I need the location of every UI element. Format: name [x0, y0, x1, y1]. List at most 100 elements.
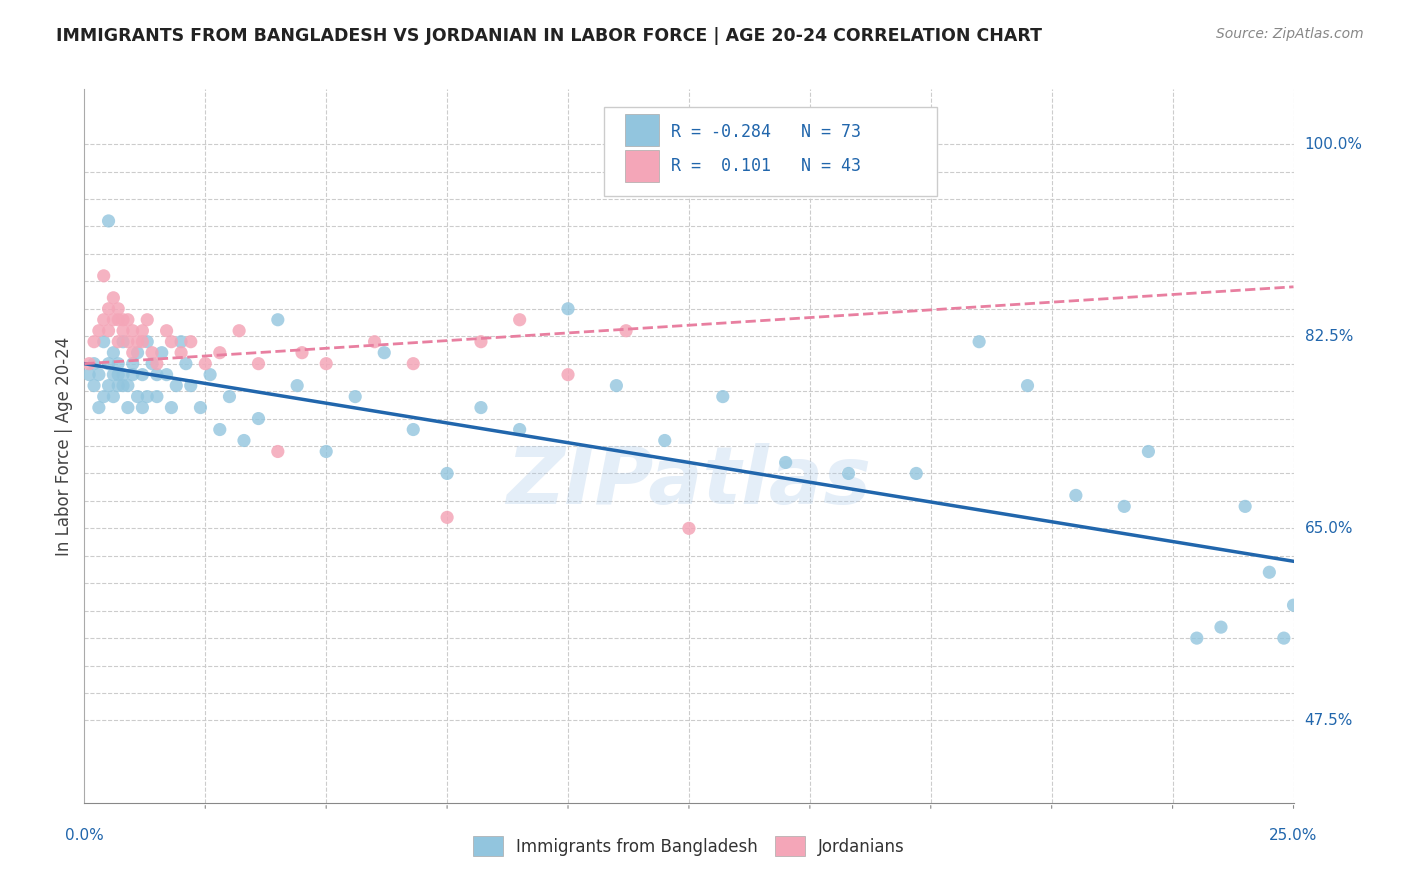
Point — [208, 345, 231, 359]
Point — [1292, 554, 1315, 568]
Point — [87, 368, 110, 382]
Point — [117, 312, 139, 326]
Point — [470, 334, 492, 349]
Point — [121, 368, 143, 382]
Point — [83, 357, 105, 371]
Point — [136, 390, 159, 404]
Point — [146, 357, 169, 371]
Point — [87, 401, 110, 415]
Point — [315, 444, 337, 458]
Point — [1137, 444, 1160, 458]
Point — [654, 434, 676, 448]
Point — [160, 401, 183, 415]
Point — [1185, 631, 1208, 645]
Point — [117, 401, 139, 415]
Point — [436, 467, 458, 481]
Point — [180, 334, 202, 349]
Point — [470, 401, 492, 415]
Point — [1272, 631, 1295, 645]
Point — [107, 368, 129, 382]
Point — [1114, 500, 1136, 514]
Point — [93, 334, 115, 349]
Point — [170, 345, 193, 359]
Point — [228, 324, 250, 338]
Point — [131, 334, 153, 349]
Text: 100.0%: 100.0% — [1305, 136, 1362, 152]
Point — [285, 378, 308, 392]
Point — [112, 378, 135, 392]
Point — [97, 324, 120, 338]
Point — [208, 423, 231, 437]
Point — [967, 334, 990, 349]
Point — [190, 401, 212, 415]
Point — [131, 324, 153, 338]
Point — [112, 368, 135, 382]
Point — [103, 345, 125, 359]
Point — [678, 521, 700, 535]
Point — [77, 368, 100, 382]
Point — [103, 291, 125, 305]
Point — [127, 390, 149, 404]
Legend: Immigrants from Bangladesh, Jordanians: Immigrants from Bangladesh, Jordanians — [467, 830, 911, 863]
Point — [509, 423, 531, 437]
Point — [557, 301, 579, 316]
Point — [1258, 566, 1281, 580]
Point — [131, 368, 153, 382]
Text: ZIPatlas: ZIPatlas — [506, 442, 872, 521]
Point — [247, 357, 270, 371]
Point — [160, 334, 183, 349]
Point — [218, 390, 240, 404]
Text: Source: ZipAtlas.com: Source: ZipAtlas.com — [1216, 27, 1364, 41]
Point — [121, 345, 143, 359]
Point — [247, 411, 270, 425]
Point — [267, 312, 290, 326]
Point — [103, 390, 125, 404]
Text: 0.0%: 0.0% — [65, 828, 104, 843]
FancyBboxPatch shape — [605, 107, 936, 196]
Text: 82.5%: 82.5% — [1305, 329, 1353, 343]
Point — [107, 357, 129, 371]
Text: R =  0.101   N = 43: R = 0.101 N = 43 — [671, 157, 860, 175]
Point — [557, 368, 579, 382]
Point — [127, 345, 149, 359]
Point — [315, 357, 337, 371]
Point — [83, 334, 105, 349]
Point — [1234, 500, 1257, 514]
Point — [198, 368, 221, 382]
Point — [93, 268, 115, 283]
Point — [121, 357, 143, 371]
Point — [150, 345, 173, 359]
Point — [97, 378, 120, 392]
Point — [97, 214, 120, 228]
Point — [112, 312, 135, 326]
Y-axis label: In Labor Force | Age 20-24: In Labor Force | Age 20-24 — [55, 336, 73, 556]
Point — [136, 312, 159, 326]
Point — [117, 334, 139, 349]
Point — [1209, 620, 1232, 634]
Point — [711, 390, 734, 404]
Point — [1017, 378, 1039, 392]
Point — [233, 434, 256, 448]
Point — [141, 357, 163, 371]
Point — [344, 390, 367, 404]
Point — [117, 378, 139, 392]
Point — [775, 455, 797, 469]
Point — [291, 345, 314, 359]
Point — [107, 378, 129, 392]
Point — [614, 324, 637, 338]
Point — [107, 301, 129, 316]
Point — [103, 368, 125, 382]
Point — [107, 334, 129, 349]
Point — [155, 324, 177, 338]
Point — [1282, 598, 1305, 612]
Point — [121, 324, 143, 338]
Text: 47.5%: 47.5% — [1305, 713, 1353, 728]
Point — [103, 312, 125, 326]
Point — [146, 390, 169, 404]
Point — [112, 324, 135, 338]
FancyBboxPatch shape — [624, 114, 659, 146]
Point — [155, 368, 177, 382]
Point — [838, 467, 860, 481]
FancyBboxPatch shape — [624, 150, 659, 182]
Point — [97, 301, 120, 316]
